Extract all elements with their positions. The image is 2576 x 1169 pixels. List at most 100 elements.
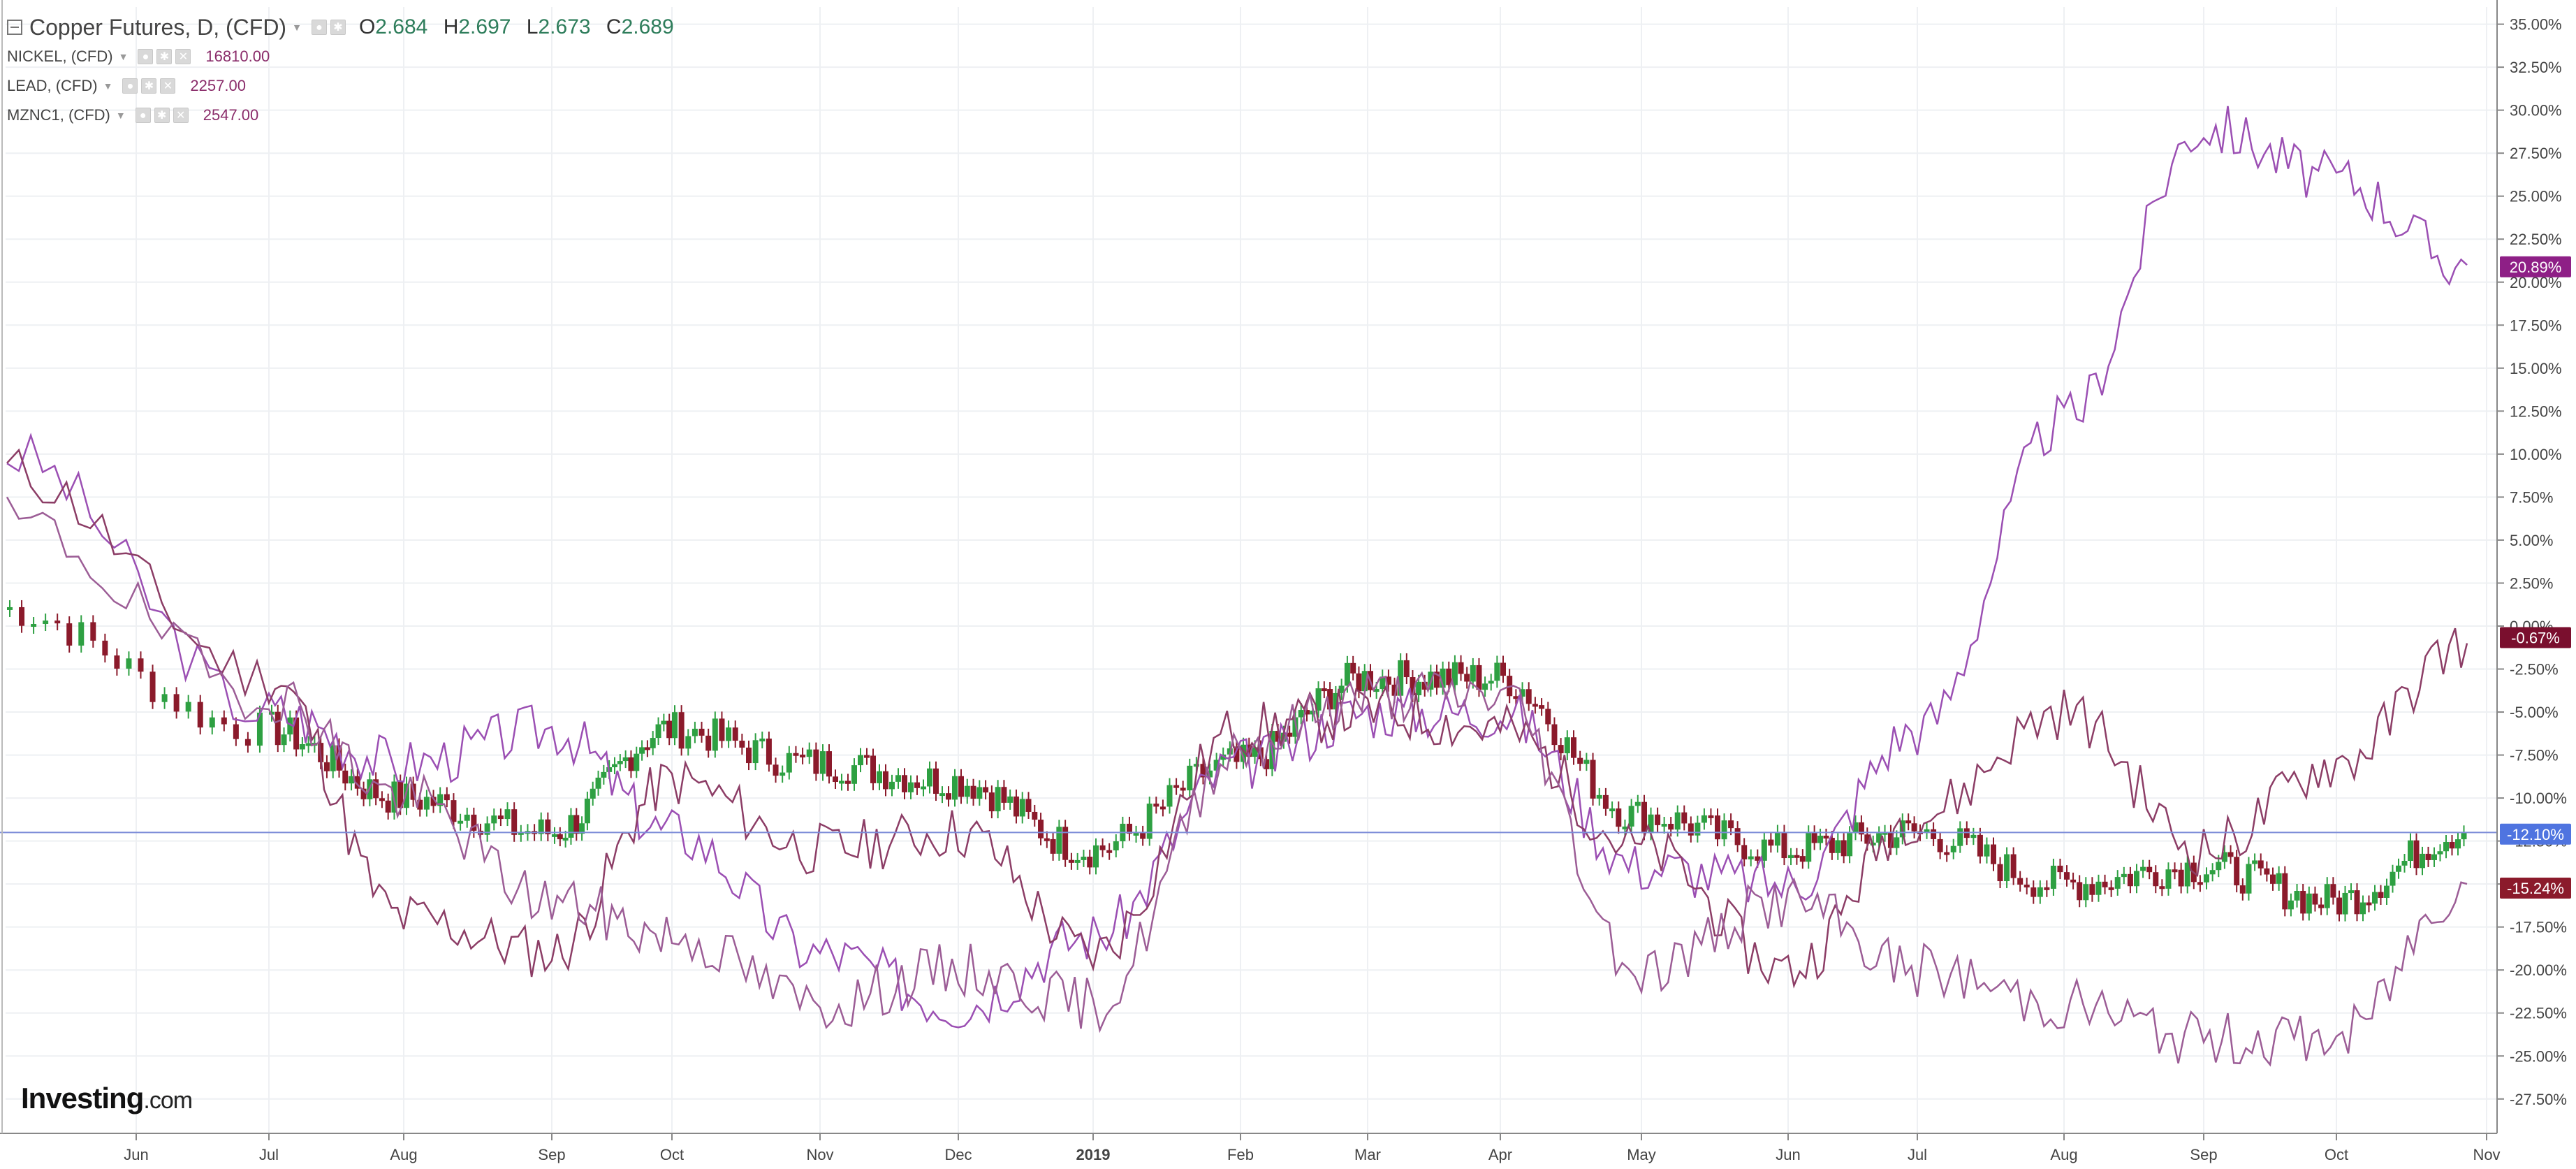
copper-candle (2330, 884, 2336, 898)
copper-candle (1708, 815, 1714, 818)
copper-candle (2095, 881, 2102, 895)
gear-icon[interactable]: ✱ (330, 20, 346, 35)
copper-candle (221, 717, 227, 725)
copper-candle (1081, 857, 1087, 860)
copper-candle (444, 794, 450, 801)
copper-candle (2420, 853, 2425, 869)
copper-candle (1668, 824, 1674, 830)
copper-candle (1876, 833, 1882, 843)
copper-candle (126, 658, 132, 669)
copper-candle (1062, 827, 1069, 860)
copper-candle (557, 834, 563, 840)
copper-candle (1721, 820, 1727, 840)
copper-candle (595, 777, 601, 789)
close-icon[interactable]: ✕ (175, 49, 191, 64)
copper-candle (1494, 662, 1500, 681)
chevron-down-icon[interactable]: ▼ (115, 110, 126, 121)
gear-icon[interactable]: ✱ (154, 108, 170, 123)
chevron-down-icon[interactable]: ▼ (292, 22, 302, 33)
copper-candle (1937, 838, 1943, 852)
copper-candle (1894, 837, 1900, 848)
copper-candle (839, 780, 844, 784)
x-tick-label: Aug (390, 1146, 417, 1163)
y-tick-label: 27.50% (2510, 145, 2562, 162)
y-tick-label: -25.00% (2510, 1047, 2567, 1065)
y-tick-label: -5.00% (2510, 704, 2559, 721)
legend-lead-name[interactable]: LEAD, (CFD) (7, 77, 98, 94)
copper-candle (2264, 868, 2270, 875)
copper-candle (746, 747, 752, 764)
gear-icon[interactable]: ✱ (141, 78, 157, 94)
copper-candle (1852, 822, 1859, 834)
copper-candle (1007, 796, 1013, 803)
copper-candle (685, 736, 691, 749)
copper-candle (1038, 820, 1044, 838)
chevron-down-icon[interactable]: ▼ (118, 51, 129, 62)
copper-candle (639, 747, 645, 754)
main-symbol[interactable]: Copper Futures, D, (CFD) (29, 14, 287, 40)
copper-candle (1099, 845, 1106, 850)
close-icon[interactable]: ✕ (160, 78, 176, 94)
legend-zinc-name[interactable]: MZNC1, (CFD) (7, 106, 110, 124)
copper-candle (2239, 885, 2246, 894)
high-key: H (443, 15, 459, 38)
copper-candle (1590, 760, 1596, 799)
x-tick-label: Mar (1354, 1146, 1381, 1163)
eye-icon[interactable]: ● (135, 108, 151, 123)
copper-candle (2257, 860, 2264, 869)
copper-candle (1847, 833, 1853, 857)
copper-candle (650, 738, 656, 748)
copper-candle (1924, 829, 1930, 832)
copper-candle (895, 775, 901, 782)
legend-nickel-name[interactable]: NICKEL, (CFD) (7, 48, 113, 65)
y-tick-label: 2.50% (2510, 574, 2553, 592)
eye-icon[interactable]: ● (138, 49, 154, 64)
copper-candle (2300, 891, 2306, 914)
copper-candle (1173, 785, 1180, 788)
copper-candle (275, 711, 281, 746)
copper-candle (2121, 873, 2127, 878)
copper-candle (1513, 696, 1519, 699)
copper-candle (1564, 737, 1570, 754)
copper-candle (786, 753, 792, 773)
copper-candle (851, 765, 857, 784)
copper-candle (2461, 832, 2467, 840)
eye-icon[interactable]: ● (122, 78, 138, 94)
copper-candle (1403, 660, 1410, 678)
copper-candle (2443, 842, 2449, 852)
copper-candle (1984, 844, 1990, 857)
copper-candle (2294, 891, 2300, 901)
copper-candle (2209, 870, 2216, 875)
chevron-down-icon[interactable]: ▼ (103, 80, 113, 92)
price-labels: 20.89% -0.67% -15.24% -12.10% (2500, 256, 2571, 899)
copper-candle (2378, 892, 2384, 898)
copper-candle (1817, 835, 1824, 843)
copper-candle (1220, 754, 1227, 760)
copper-candle (1391, 684, 1398, 696)
gear-icon[interactable]: ✱ (156, 49, 173, 64)
copper-candle (1622, 826, 1628, 829)
copper-candle (1327, 689, 1333, 710)
copper-candle (1193, 764, 1199, 767)
copper-candle (2083, 884, 2089, 901)
grid (6, 7, 2497, 1133)
copper-candle (806, 749, 812, 757)
copper-candle (545, 819, 551, 834)
copper-candle (1806, 832, 1812, 862)
copper-candle (712, 718, 718, 751)
copper-candle (601, 771, 607, 778)
copper-candle (1957, 828, 1963, 846)
y-tick-label: 32.50% (2510, 59, 2562, 76)
copper-candle (2010, 854, 2017, 878)
eye-icon[interactable]: ● (311, 20, 327, 35)
copper-candle (1799, 856, 1806, 862)
close-icon[interactable]: ✕ (173, 108, 189, 123)
y-tick-label: 7.50% (2510, 488, 2553, 506)
y-tick-label: -20.00% (2510, 961, 2567, 979)
collapse-icon[interactable] (7, 20, 22, 35)
y-tick-label: 30.00% (2510, 102, 2562, 119)
copper-candle (584, 798, 590, 824)
copper-candle (2089, 884, 2095, 895)
x-tick-label: Oct (660, 1146, 684, 1163)
